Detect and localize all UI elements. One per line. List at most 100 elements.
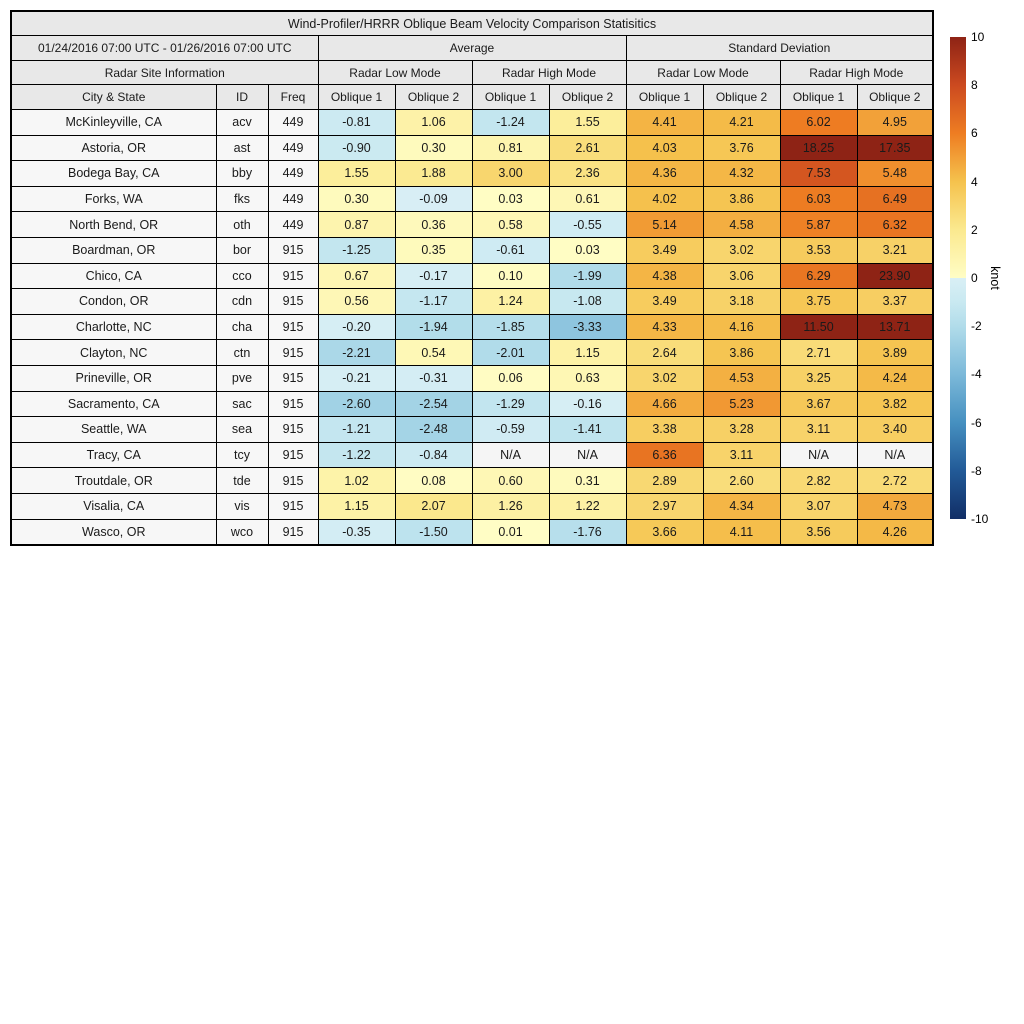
value-cell: 17.35	[856, 134, 934, 162]
value-cell: 6.02	[779, 109, 858, 136]
colorbar-tick-label: -10	[971, 512, 989, 526]
table-row: Troutdale, OR tde 915 1.02 0.08 0.60 0.31 2.89 2…	[10, 467, 934, 494]
statistics-table: Wind-Profiler/HRRR Oblique Beam Velocity…	[10, 10, 935, 547]
city-cell: Astoria, OR	[10, 134, 217, 162]
freq-cell: 915	[267, 236, 319, 264]
na-cell: N/A	[779, 441, 858, 469]
value-cell: 6.32	[856, 211, 934, 238]
value-cell: 3.07	[779, 492, 858, 520]
oblique-header: Oblique 1	[317, 84, 396, 110]
city-cell: Prineville, OR	[10, 364, 217, 392]
value-cell: 0.30	[317, 185, 396, 213]
value-cell: 1.15	[317, 492, 396, 520]
id-cell: sea	[215, 416, 269, 443]
value-cell: -1.76	[548, 518, 627, 546]
colorbar-unit-label: knot	[987, 266, 1002, 290]
value-cell: -2.60	[317, 390, 396, 418]
value-cell: 4.34	[702, 492, 781, 520]
freq-cell: 915	[267, 364, 319, 392]
value-cell: 1.88	[394, 160, 473, 187]
city-cell: Forks, WA	[10, 185, 217, 213]
colorbar-tick-label: -8	[971, 463, 982, 478]
id-cell: tcy	[215, 441, 269, 469]
id-cell: oth	[215, 211, 269, 238]
id-cell: acv	[215, 109, 269, 136]
id-cell: cco	[215, 262, 269, 290]
value-cell: 6.29	[779, 262, 858, 290]
id-cell: pve	[215, 364, 269, 392]
city-cell: Visalia, CA	[10, 492, 217, 520]
city-cell: Charlotte, NC	[10, 313, 217, 341]
value-cell: -1.50	[394, 518, 473, 546]
value-cell: -1.21	[317, 416, 396, 443]
value-cell: -0.61	[471, 236, 550, 264]
id-cell: wco	[215, 518, 269, 546]
table-row: Chico, CA cco 915 0.67 -0.17 0.10 -1.99 4.38 3.0…	[10, 262, 934, 290]
value-cell: -1.17	[394, 288, 473, 315]
value-cell: 18.25	[779, 134, 858, 162]
value-cell: 4.95	[856, 109, 934, 136]
id-cell: ctn	[215, 339, 269, 366]
value-cell: -0.35	[317, 518, 396, 546]
value-cell: 2.89	[625, 467, 704, 494]
value-cell: -1.94	[394, 313, 473, 341]
value-cell: 4.38	[625, 262, 704, 290]
value-cell: -2.48	[394, 416, 473, 443]
value-cell: -1.99	[548, 262, 627, 290]
value-cell: 3.75	[779, 288, 858, 315]
table-row: Tracy, CA tcy 915 -1.22 -0.84 N/A N/A 6.36 3.11 N…	[10, 441, 934, 469]
value-cell: 3.38	[625, 416, 704, 443]
value-cell: 3.66	[625, 518, 704, 546]
id-cell: cha	[215, 313, 269, 341]
value-cell: 3.89	[856, 339, 934, 366]
table-row: Wasco, OR wco 915 -0.35 -1.50 0.01 -1.76 3.66 4.…	[10, 518, 934, 546]
na-cell: N/A	[471, 441, 550, 469]
value-cell: -3.33	[548, 313, 627, 341]
value-cell: 2.71	[779, 339, 858, 366]
table-body: McKinleyville, CA acv 449 -0.81 1.06 -1.24 1.5…	[10, 109, 934, 546]
value-cell: 4.36	[625, 160, 704, 187]
value-cell: 0.54	[394, 339, 473, 366]
value-cell: 3.25	[779, 364, 858, 392]
value-cell: 6.03	[779, 185, 858, 213]
freq-header: Freq	[267, 84, 319, 110]
table-row: Sacramento, CA sac 915 -2.60 -2.54 -1.29 -0.16…	[10, 390, 934, 418]
value-cell: 4.73	[856, 492, 934, 520]
value-cell: 3.49	[625, 236, 704, 264]
table-row: Prineville, OR pve 915 -0.21 -0.31 0.06 0.63 3.…	[10, 364, 934, 392]
value-cell: -0.21	[317, 364, 396, 392]
value-cell: 4.11	[702, 518, 781, 546]
value-cell: 3.02	[625, 364, 704, 392]
value-cell: -0.55	[548, 211, 627, 238]
table-row: Bodega Bay, CA bby 449 1.55 1.88 3.00 2.36 4.36…	[10, 160, 934, 187]
table-row: Astoria, OR ast 449 -0.90 0.30 0.81 2.61 4.03 3.…	[10, 134, 934, 162]
colorbar-tick-label: 2	[971, 222, 978, 237]
value-cell: 2.64	[625, 339, 704, 366]
value-cell: 0.30	[394, 134, 473, 162]
value-cell: 2.97	[625, 492, 704, 520]
id-cell: tde	[215, 467, 269, 494]
value-cell: 3.06	[702, 262, 781, 290]
table-row: Boardman, OR bor 915 -1.25 0.35 -0.61 0.03 3.49…	[10, 236, 934, 264]
value-cell: 0.58	[471, 211, 550, 238]
city-cell: Seattle, WA	[10, 416, 217, 443]
value-cell: 2.60	[702, 467, 781, 494]
table-row: Visalia, CA vis 915 1.15 2.07 1.26 1.22 2.97 4.3…	[10, 492, 934, 520]
table-row: Seattle, WA sea 915 -1.21 -2.48 -0.59 -1.41 3.3…	[10, 416, 934, 443]
na-cell: N/A	[548, 441, 627, 469]
value-cell: 3.82	[856, 390, 934, 418]
value-cell: 23.90	[856, 262, 934, 290]
avg-high-mode-header: Radar High Mode	[471, 60, 627, 85]
value-cell: 2.72	[856, 467, 934, 494]
value-cell: 3.00	[471, 160, 550, 187]
colorbar-tick-label: -4	[971, 367, 982, 382]
value-cell: 4.24	[856, 364, 934, 392]
value-cell: 1.06	[394, 109, 473, 136]
freq-cell: 915	[267, 339, 319, 366]
value-cell: 0.35	[394, 236, 473, 264]
freq-cell: 915	[267, 467, 319, 494]
value-cell: -2.01	[471, 339, 550, 366]
value-cell: 0.03	[548, 236, 627, 264]
value-cell: 5.23	[702, 390, 781, 418]
